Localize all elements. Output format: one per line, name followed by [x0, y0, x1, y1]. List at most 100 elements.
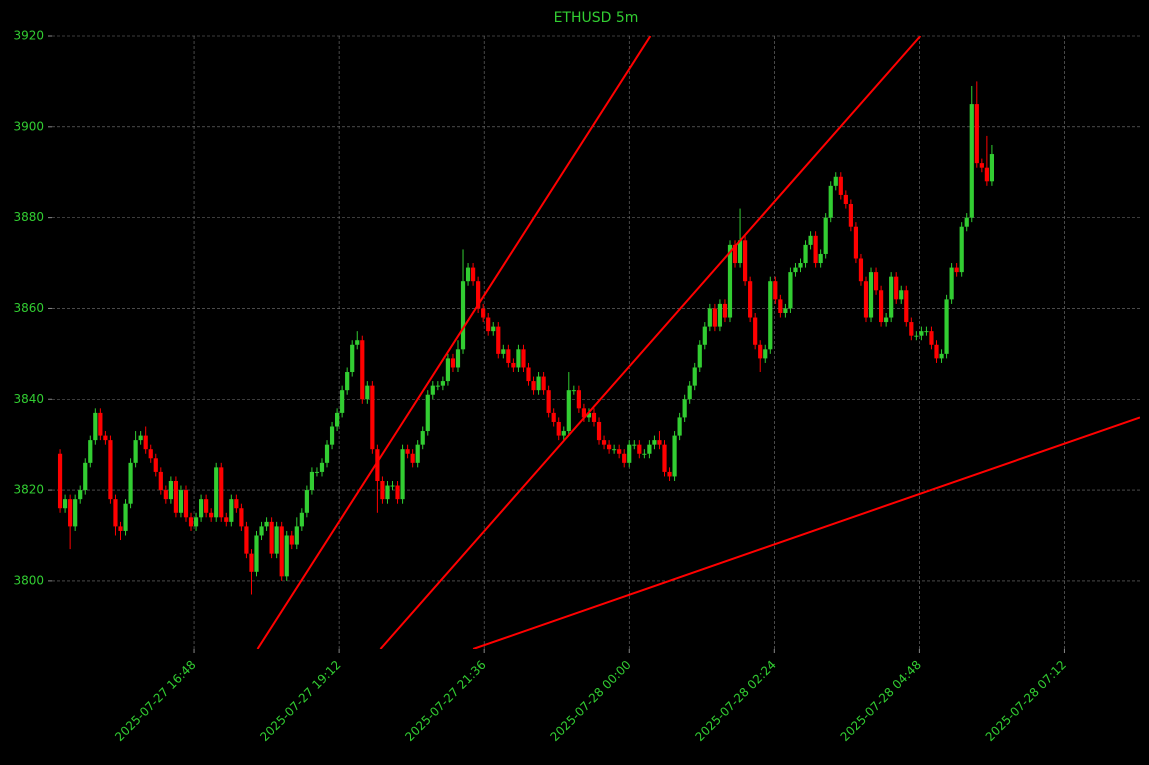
- candle-body: [642, 453, 647, 455]
- candle-body: [460, 281, 466, 350]
- candle-body: [209, 512, 214, 518]
- x-tick-label: 2025-07-28 00:00: [547, 658, 633, 744]
- y-tick-label: 3880: [13, 210, 44, 224]
- candle-body: [476, 281, 481, 309]
- candle-body: [133, 440, 138, 463]
- candle-body: [380, 480, 385, 500]
- candle-body: [697, 344, 702, 368]
- candle-body: [153, 458, 158, 472]
- y-tick-label: 3820: [13, 483, 44, 497]
- candle-body: [420, 431, 425, 445]
- candle-body: [470, 267, 476, 282]
- candle-body: [612, 449, 617, 451]
- candle-body: [601, 440, 607, 445]
- candle-body: [234, 499, 239, 509]
- candle-body: [702, 326, 707, 345]
- candle-body: [627, 444, 632, 463]
- candle-body: [873, 272, 879, 291]
- candle-body: [239, 508, 244, 527]
- y-tick-label: 3920: [13, 29, 44, 43]
- candle-body: [345, 372, 350, 391]
- candle-body: [319, 462, 325, 472]
- candle-body: [430, 385, 435, 395]
- candle-body: [435, 385, 440, 387]
- candle-body: [632, 444, 637, 446]
- candle-body: [707, 308, 712, 327]
- candle-body: [591, 412, 597, 422]
- candle-body: [511, 362, 516, 368]
- candle-body: [813, 235, 818, 264]
- candle-body: [324, 444, 330, 463]
- candle-body: [93, 412, 98, 441]
- candle-body: [390, 485, 395, 487]
- candle-body: [712, 308, 717, 327]
- candle-body: [193, 517, 199, 527]
- trend-line: [472, 416, 1140, 649]
- candle-body: [274, 526, 279, 554]
- candle-body: [833, 176, 838, 186]
- candle-body: [415, 444, 420, 463]
- candle-body: [868, 272, 874, 318]
- candle-body: [138, 435, 143, 441]
- candle-body: [168, 480, 173, 500]
- candle-body: [224, 517, 229, 522]
- candle-body: [329, 426, 335, 445]
- candle-body: [143, 435, 148, 450]
- candle-body: [742, 240, 748, 282]
- candle-body: [884, 317, 889, 323]
- candle-body: [83, 462, 88, 491]
- candle-body: [647, 444, 652, 454]
- candle-body: [858, 258, 864, 282]
- candle-body: [309, 471, 315, 491]
- candle-body: [395, 485, 400, 500]
- candle-body: [717, 303, 723, 327]
- candle-body: [949, 267, 954, 300]
- candle-body: [269, 521, 274, 554]
- candle-body: [365, 385, 370, 400]
- candle-body: [566, 390, 571, 432]
- candle-body: [254, 535, 259, 572]
- candle-body: [375, 449, 380, 481]
- candle-body: [622, 453, 627, 463]
- candle-body: [788, 272, 793, 309]
- candle-body: [486, 317, 491, 332]
- candle-body: [657, 440, 662, 445]
- candle-body: [773, 281, 778, 300]
- candle-body: [652, 440, 657, 445]
- candle-body: [929, 331, 934, 345]
- candle-body: [198, 499, 204, 518]
- candle-body: [586, 412, 592, 418]
- candle-body: [445, 358, 451, 382]
- candle-body: [848, 204, 853, 227]
- y-tick-label: 3800: [13, 573, 44, 587]
- candle-body: [425, 394, 430, 432]
- x-tick-label: 2025-07-28 02:24: [693, 658, 779, 744]
- chart-title: ETHUSD 5m: [554, 10, 639, 26]
- candle-body: [506, 349, 511, 363]
- candle-body: [909, 322, 914, 336]
- candle-body: [314, 471, 320, 473]
- candle-body: [672, 435, 677, 477]
- candle-body: [576, 390, 581, 409]
- candle-body: [163, 490, 168, 500]
- candle-body: [964, 217, 969, 227]
- candle-body: [914, 335, 919, 337]
- candle-body: [279, 526, 284, 577]
- candle-body: [556, 421, 561, 436]
- candle-body: [974, 104, 979, 164]
- candle-body: [229, 499, 234, 522]
- candle-body: [360, 340, 365, 400]
- candle-body: [158, 471, 163, 491]
- candle-body: [889, 276, 894, 318]
- candle-body: [924, 331, 929, 333]
- candle-body: [294, 526, 299, 545]
- candle-body: [894, 276, 899, 300]
- candle-body: [536, 376, 541, 391]
- candle-body: [73, 499, 78, 527]
- candle-body: [989, 154, 995, 182]
- candle-body: [617, 449, 622, 454]
- candle-body: [214, 467, 219, 518]
- candle-body: [62, 499, 68, 509]
- candle-body: [355, 340, 360, 345]
